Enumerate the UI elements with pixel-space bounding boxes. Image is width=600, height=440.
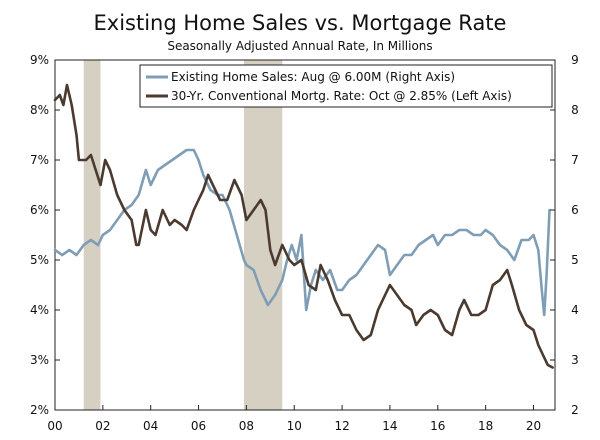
x-tick-label: 14 [382,419,397,433]
right-tick-label: 2 [571,403,579,417]
x-tick-label: 02 [95,419,110,433]
chart-title: Existing Home Sales vs. Mortgage Rate [94,11,507,35]
chart-subtitle: Seasonally Adjusted Annual Rate, In Mill… [167,39,432,53]
left-tick-label: 2% [30,403,49,417]
x-tick-label: 16 [430,419,445,433]
left-tick-label: 7% [30,153,49,167]
right-tick-label: 9 [571,53,579,67]
x-tick-label: 00 [47,419,62,433]
x-tick-label: 18 [478,419,493,433]
series-layer [53,83,554,369]
legend-label-home-sales: Existing Home Sales: Aug @ 6.00M (Right … [171,70,455,84]
left-tick-label: 4% [30,303,49,317]
left-tick-label: 3% [30,353,49,367]
tick-labels: 2% 3% 4% 5% 6% 7% 8% 9% 2 3 4 5 6 7 8 9 00 02 04 06 08 10 12 14… [30,53,579,433]
x-tick-label: 10 [287,419,302,433]
left-tick-label: 8% [30,103,49,117]
right-tick-label: 7 [571,153,579,167]
legend-box [139,64,553,108]
left-tick-label: 5% [30,253,49,267]
recession-band [243,60,283,410]
recession-bands [83,60,283,410]
x-tick-label: 08 [239,419,254,433]
x-tick-label: 04 [143,419,158,433]
right-tick-label: 6 [571,203,579,217]
right-tick-label: 5 [571,253,579,267]
legend: Existing Home Sales: Aug @ 6.00M (Right … [139,64,553,108]
legend-label-mortgage-rate: 30-Yr. Conventional Mortg. Rate: Oct @ 2… [171,89,512,103]
right-tick-label: 4 [571,303,579,317]
x-tick-label: 12 [334,419,349,433]
series-line-mortgage-rate [53,83,554,369]
series-line-home-sales [53,148,551,317]
plot-border [54,59,556,411]
x-tick-label: 06 [191,419,206,433]
axis-frame [54,59,556,411]
right-tick-label: 3 [571,353,579,367]
left-tick-label: 6% [30,203,49,217]
recession-band [83,60,101,410]
right-tick-label: 8 [571,103,579,117]
x-tick-label: 20 [526,419,541,433]
left-tick-label: 9% [30,53,49,67]
